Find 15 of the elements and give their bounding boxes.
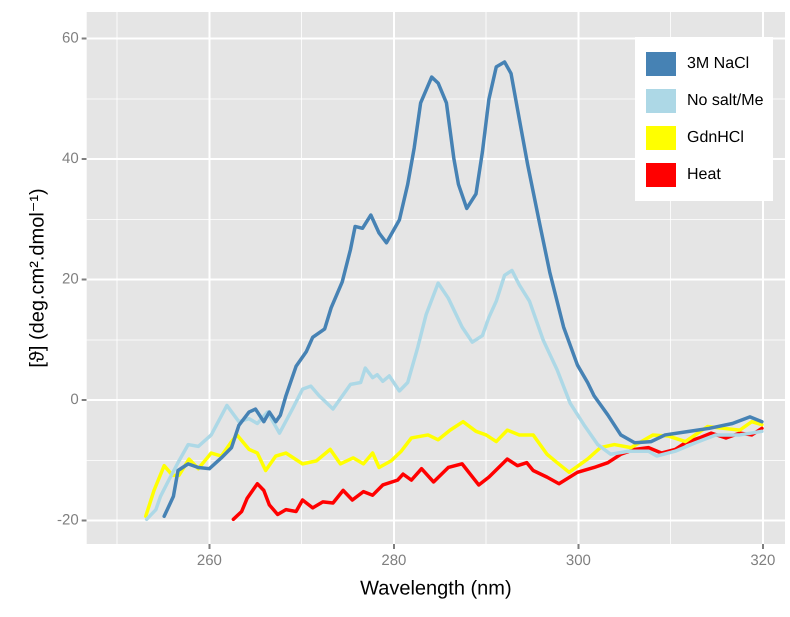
y-tick-label: 20: [62, 270, 79, 288]
y-axis-title: [ϑ] (deg.cm².dmol⁻¹): [26, 188, 49, 368]
legend-label: GdnHCl: [687, 128, 744, 146]
y-tick-label: -20: [56, 512, 79, 529]
x-tick-label: 300: [566, 552, 591, 570]
x-tick-label: 320: [750, 552, 776, 570]
x-tick-label: 260: [196, 552, 222, 570]
x-tick-label: 280: [381, 552, 406, 570]
legend-label: 3M NaCl: [687, 54, 750, 72]
legend-label: Heat: [687, 166, 721, 184]
y-tick-label: 40: [62, 150, 79, 168]
x-axis-title: Wavelength (nm): [360, 578, 512, 600]
legend-label: No salt/Me: [687, 92, 764, 110]
y-tick-label: 0: [70, 391, 79, 408]
y-tick-label: 60: [62, 30, 79, 47]
